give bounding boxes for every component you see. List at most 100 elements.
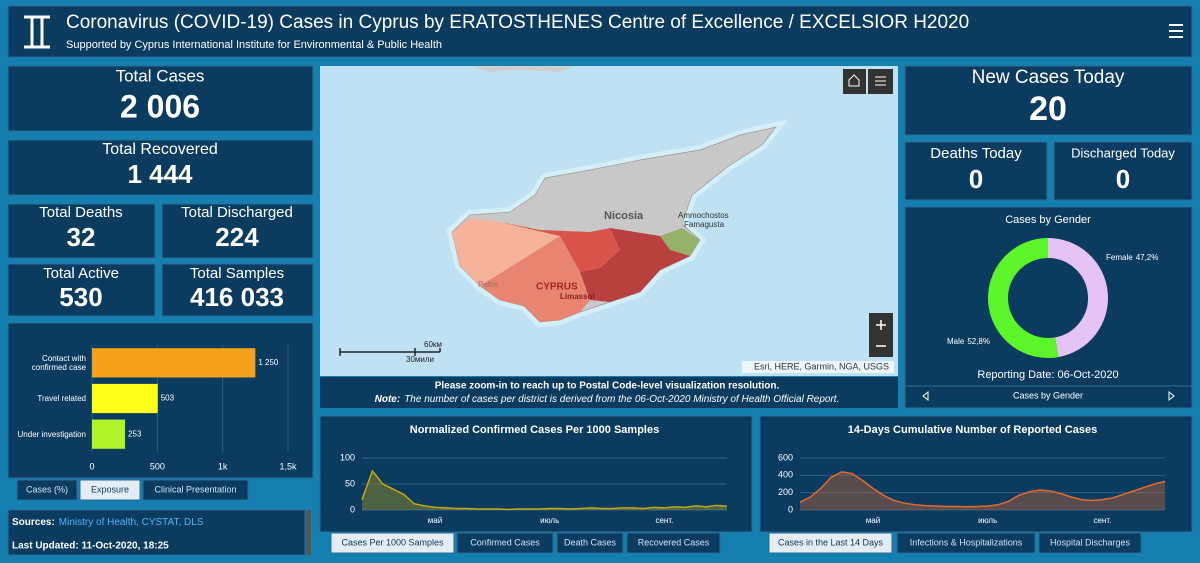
tab-label[interactable]: Confirmed Cases	[470, 537, 540, 547]
bar	[92, 348, 256, 378]
stat-label: Total Samples	[190, 265, 284, 282]
map-label: Pafos	[478, 280, 498, 289]
stat-panel	[7, 263, 156, 317]
slice-value: 52,8%	[967, 337, 990, 346]
stat-value: 416 033	[190, 282, 284, 312]
chart-subtitle: Reporting Date: 06-Oct-2020	[977, 369, 1118, 381]
tab-label[interactable]: Hospital Discharges	[1050, 537, 1131, 547]
tab-box[interactable]	[456, 532, 554, 554]
map[interactable]	[320, 66, 898, 376]
menu-button[interactable]	[1169, 24, 1183, 38]
tab[interactable]: Death Cases	[556, 532, 624, 554]
tab[interactable]: Infections & Hospitalizations	[896, 532, 1036, 554]
tab-label[interactable]: Clinical Presentation	[154, 484, 236, 494]
x-tick-label: сент.	[1093, 516, 1111, 525]
category-label-box: Travel related	[37, 394, 86, 403]
value-label: 253	[128, 429, 142, 438]
x-tick-label: май	[866, 516, 880, 525]
x-tick-label: май	[428, 516, 442, 525]
x-tick-label: июль	[540, 516, 559, 525]
donut-segment	[1047, 238, 1108, 358]
tab-label[interactable]: Infections & Hospitalizations	[910, 537, 1023, 547]
area	[362, 471, 727, 510]
scrollbar[interactable]	[306, 510, 311, 555]
slice-label: Male 52,8%	[947, 337, 990, 346]
title: Coronavirus (COVID-19) Cases in Cyprus b…	[66, 12, 969, 33]
tab[interactable]: Confirmed Cases	[456, 532, 554, 554]
tab-label[interactable]: Cases Per 1000 Samples	[341, 537, 444, 547]
stat-value: 530	[59, 282, 102, 312]
stat-value: 2 006	[120, 88, 200, 124]
subtitle: Supported by Cyprus International Instit…	[66, 39, 442, 51]
y-tick-label: 0	[350, 504, 355, 514]
tab-label[interactable]: Cases (%)	[26, 484, 68, 494]
y-tick-label: 50	[345, 478, 355, 488]
tab[interactable]: Cases Per 1000 Samples	[330, 532, 455, 554]
sources-label: Sources:	[12, 517, 55, 528]
x-tick-label: 1k	[218, 461, 228, 471]
line	[799, 471, 1166, 508]
value-label: 503	[161, 394, 175, 403]
tab-box[interactable]	[79, 479, 141, 501]
stat-panel	[904, 141, 1048, 201]
chart-title: 14-Days Cumulative Number of Reported Ca…	[848, 424, 1097, 436]
stat-value: 224	[215, 222, 259, 252]
tab-box[interactable]	[16, 479, 78, 501]
stat-panel	[161, 263, 314, 317]
x-tick-label: июль	[978, 516, 997, 525]
tab-box[interactable]	[330, 532, 455, 554]
next-arrow[interactable]	[1168, 390, 1175, 402]
zoom-note: Please zoom-in to reach up to Postal Cod…	[435, 381, 780, 392]
slice-category: Female	[1106, 253, 1133, 262]
tab[interactable]: Hospital Discharges	[1038, 532, 1142, 554]
stat-label: Deaths Today	[930, 145, 1022, 162]
tab-box[interactable]	[556, 532, 624, 554]
slice-label: Female 47,2%	[1106, 253, 1158, 262]
chart-panel	[759, 415, 1193, 533]
sources-links[interactable]: Ministry of Health, CYSTAT, DLS	[59, 517, 204, 528]
stat-label: Total Discharged	[181, 204, 293, 221]
category-label-box: Under investigation	[17, 429, 86, 439]
sources: Sources: Ministry of Health, CYSTAT, DLS	[12, 517, 204, 528]
tab-label[interactable]: Cases in the Last 14 Days	[778, 537, 884, 547]
map-label: Ammochostos	[678, 211, 729, 220]
category-label: Travel related	[37, 394, 86, 403]
y-tick-label: 600	[778, 452, 793, 462]
slice-value: 47,2%	[1136, 253, 1159, 262]
tab[interactable]: Clinical Presentation	[142, 479, 249, 501]
tab[interactable]: Cases in the Last 14 Days	[768, 532, 893, 554]
note-text: The number of cases per district is deri…	[404, 394, 839, 405]
stat-panel	[904, 65, 1193, 136]
logo	[24, 15, 50, 49]
map-label: Famagusta	[684, 220, 725, 229]
area	[800, 471, 1165, 510]
stat-label: Total Deaths	[39, 204, 122, 221]
header	[7, 5, 1193, 58]
tab[interactable]: Recovered Cases	[626, 532, 721, 554]
y-tick-label: 100	[340, 452, 355, 462]
tab[interactable]: Exposure	[79, 479, 141, 501]
tab[interactable]: Cases (%)	[16, 479, 78, 501]
tab-label[interactable]: Recovered Cases	[638, 537, 710, 547]
tab-box[interactable]	[768, 532, 893, 554]
tab-box[interactable]	[142, 479, 249, 501]
category-label: Under investigation	[17, 429, 86, 439]
prev-arrow[interactable]	[922, 390, 929, 402]
y-tick-label: 400	[778, 470, 793, 480]
line	[361, 469, 728, 511]
y-tick-label: 0	[788, 504, 793, 514]
stat-value: 20	[1029, 90, 1067, 128]
carousel-label: Cases by Gender	[1013, 390, 1083, 400]
tab-box[interactable]	[1038, 532, 1142, 554]
tab-label[interactable]: Exposure	[91, 484, 129, 494]
tab-box[interactable]	[896, 532, 1036, 554]
donut-segment	[988, 238, 1059, 358]
tab-box[interactable]	[626, 532, 721, 554]
note: Note: The number of cases per district is…	[375, 394, 840, 405]
stat-panel	[7, 139, 314, 196]
stat-panel	[7, 65, 314, 132]
tab-label[interactable]: Death Cases	[564, 537, 617, 547]
stat-value: 32	[67, 222, 96, 252]
x-tick-label: 1,5k	[279, 461, 297, 471]
